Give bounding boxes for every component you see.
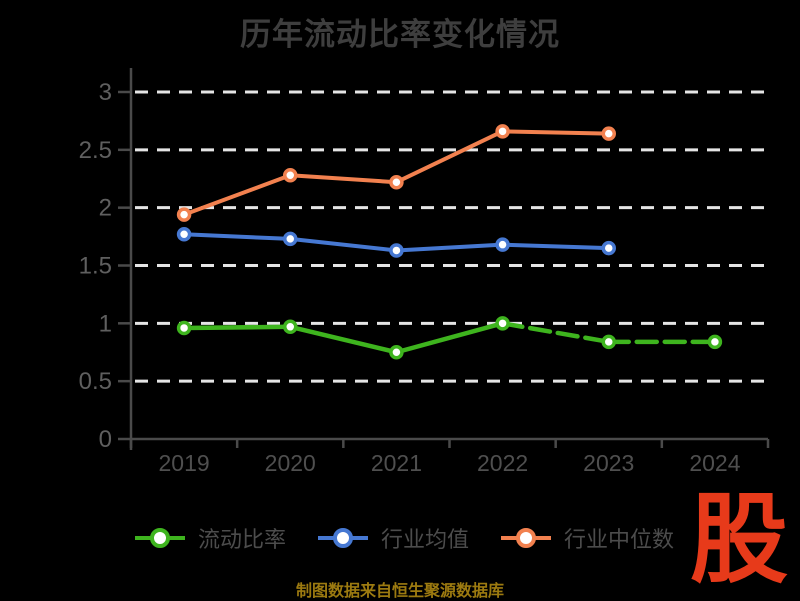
industry-median-data-point[interactable] xyxy=(176,207,192,222)
industry-average-data-point[interactable] xyxy=(601,240,616,256)
industry-average-line-segment xyxy=(500,242,611,251)
current-ratio-line-segment xyxy=(394,321,505,355)
x-axis-tick-label: 2019 xyxy=(158,450,209,476)
current-ratio-line-segment xyxy=(181,324,293,331)
current-ratio-data-point[interactable] xyxy=(601,334,616,350)
current-ratio-data-point[interactable] xyxy=(707,334,723,350)
industry-median-line-segment xyxy=(288,173,399,185)
industry-average-data-point[interactable] xyxy=(495,237,510,252)
x-axis-tick-label: 2024 xyxy=(689,450,740,476)
current-ratio-line-segment xyxy=(500,321,611,345)
current-ratio-data-point[interactable] xyxy=(495,316,510,331)
industry-average-line-segment xyxy=(182,232,293,241)
legend-label-industry-median: 行业中位数 xyxy=(564,527,675,552)
x-axis-tick-label: 2021 xyxy=(371,450,422,476)
y-axis-tick-label: 3 xyxy=(99,79,112,106)
chart-title: 历年流动比率变化情况 xyxy=(240,17,560,52)
industry-average-line-segment xyxy=(288,236,399,253)
y-axis-tick-label: 0 xyxy=(99,426,112,453)
line-chart-plot-area[interactable]: 0 0.5 1 1.5 2 2.5 3 2019 2020 2021 2022 2023 2024 xyxy=(0,0,800,480)
data-source-note: 制图数据来自恒生聚源数据库 xyxy=(295,583,504,600)
legend-item-industry-average[interactable]: 行业均值 xyxy=(318,522,469,554)
current-ratio-data-point[interactable] xyxy=(283,319,298,335)
brand-logo: 股 xyxy=(689,484,788,594)
industry-average-data-point[interactable] xyxy=(389,243,404,258)
y-axis-tick-label: 1 xyxy=(99,310,112,337)
legend-item-industry-median[interactable]: 行业中位数 xyxy=(501,522,674,554)
industry-median-line-segment xyxy=(500,129,611,136)
legend-item-current-ratio[interactable]: 流动比率 xyxy=(135,522,286,554)
y-axis-tick-label: 0.5 xyxy=(79,368,112,395)
legend-label-current-ratio: 流动比率 xyxy=(198,527,287,552)
industry-median-line-segment xyxy=(394,129,505,185)
current-ratio-data-point[interactable] xyxy=(176,320,192,336)
current-ratio-data-point[interactable] xyxy=(389,345,404,360)
y-axis-tick-label: 2 xyxy=(99,195,112,222)
legend-marker-industry-average-icon xyxy=(318,528,369,548)
chart-legend: 流动比率 行业均值 行业中位数 xyxy=(135,522,674,554)
y-axis-tick-label: 1.5 xyxy=(79,253,112,280)
x-axis-tick-label: 2022 xyxy=(477,450,528,476)
industry-median-data-point[interactable] xyxy=(601,126,616,141)
industry-median-line-segment xyxy=(182,173,293,217)
industry-average-data-point[interactable] xyxy=(283,231,298,247)
current-ratio-line-segment xyxy=(288,324,399,355)
y-axis-tick-label: 2.5 xyxy=(79,137,112,164)
industry-median-data-point[interactable] xyxy=(495,124,510,139)
industry-average-line-segment xyxy=(394,242,505,253)
industry-median-data-point[interactable] xyxy=(389,174,404,190)
x-axis-tick-label: 2023 xyxy=(583,450,634,476)
legend-marker-industry-median-icon xyxy=(501,528,552,548)
industry-average-data-point[interactable] xyxy=(176,227,192,242)
legend-label-industry-average: 行业均值 xyxy=(381,527,470,552)
legend-marker-current-ratio-icon xyxy=(135,528,185,548)
x-axis-tick-label: 2020 xyxy=(265,450,316,476)
industry-median-data-point[interactable] xyxy=(283,168,298,183)
